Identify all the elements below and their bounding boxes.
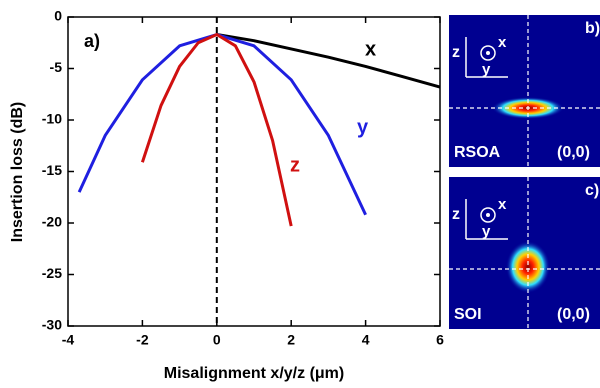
panel-text: (0,0) [557,306,590,323]
x-tick-label: 4 [362,332,370,348]
x-tick-label: -2 [136,332,149,348]
figure: zxyb)RSOA(0,0)zxyc)SOI(0,0) Insertion lo… [0,0,600,388]
y-axis-label: Insertion loss (dB) [9,102,26,242]
panel-text: y [482,61,491,78]
panel-text: (0,0) [557,144,590,161]
panel-text: x [498,196,507,213]
y-tick-label: -15 [42,162,62,178]
panel-text: b) [585,20,600,37]
y-tick-label: -30 [42,317,62,333]
x-tick-label: 0 [213,332,221,348]
x-axis-label: Misalignment x/y/z (μm) [164,365,344,382]
y-tick-label: -5 [50,59,63,75]
series-line [79,35,365,215]
axis-dot [486,213,490,217]
x-tick-label: 2 [287,332,295,348]
series-line [217,35,440,88]
panel-text: z [452,206,460,223]
axis-dot [486,51,490,55]
y-tick-label: 0 [54,8,62,24]
annotation: a) [84,31,100,51]
series-label: y [357,116,369,138]
plot-frame [68,17,440,326]
x-tick-label: -4 [62,332,75,348]
y-tick-label: -25 [42,265,62,281]
panel-text: x [498,34,507,51]
panel-text: c) [585,182,599,199]
y-tick-label: -10 [42,111,62,127]
y-tick-label: -20 [42,214,62,230]
panel-text: SOI [454,306,482,323]
panel-text: z [452,44,460,61]
series-label: x [365,38,376,60]
series-label: z [290,154,300,176]
panel-text: RSOA [454,144,501,161]
x-tick-label: 6 [436,332,444,348]
panel-text: y [482,223,491,240]
